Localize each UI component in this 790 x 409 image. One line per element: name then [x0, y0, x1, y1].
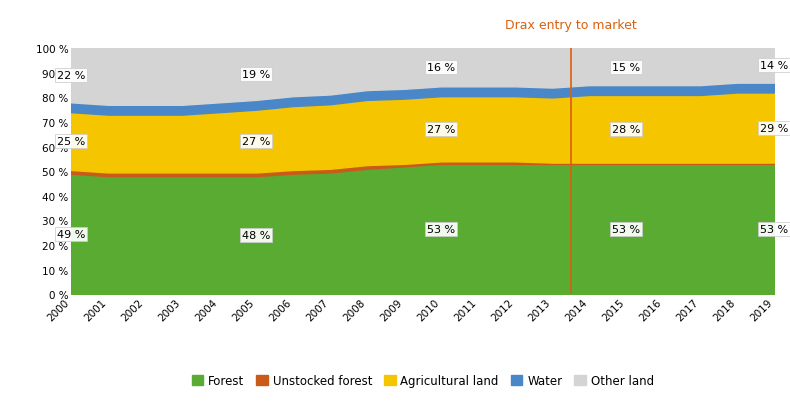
Legend: Forest, Unstocked forest, Agricultural land, Water, Other land: Forest, Unstocked forest, Agricultural l…: [186, 369, 659, 392]
Text: 16 %: 16 %: [427, 63, 455, 73]
Text: 28 %: 28 %: [612, 124, 641, 135]
Text: 53 %: 53 %: [612, 225, 640, 234]
Text: 29 %: 29 %: [760, 123, 788, 133]
Text: 15 %: 15 %: [612, 63, 640, 72]
Text: 27 %: 27 %: [242, 137, 270, 147]
Text: 19 %: 19 %: [242, 70, 270, 80]
Text: 27 %: 27 %: [427, 124, 455, 135]
Text: 53 %: 53 %: [760, 225, 788, 234]
Text: 14 %: 14 %: [760, 61, 788, 71]
Text: 49 %: 49 %: [57, 229, 85, 239]
Text: 25 %: 25 %: [57, 137, 85, 147]
Text: Drax entry to market: Drax entry to market: [505, 19, 637, 32]
Text: 22 %: 22 %: [57, 71, 85, 81]
Text: 53 %: 53 %: [427, 225, 455, 234]
Text: 48 %: 48 %: [242, 231, 270, 240]
